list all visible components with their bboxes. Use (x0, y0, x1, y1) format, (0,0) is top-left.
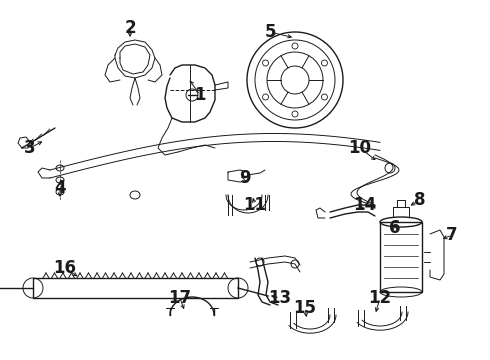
Text: 8: 8 (414, 191, 426, 209)
Bar (33, 278, 238, 298)
Text: 11: 11 (244, 196, 267, 214)
Text: 14: 14 (353, 196, 376, 214)
Text: 7: 7 (446, 226, 458, 244)
Text: 4: 4 (54, 179, 66, 197)
Text: 10: 10 (348, 139, 371, 157)
Text: 6: 6 (389, 219, 401, 237)
Text: 17: 17 (169, 289, 192, 307)
Text: 9: 9 (239, 169, 251, 187)
Text: 5: 5 (264, 23, 276, 41)
Text: 16: 16 (53, 259, 76, 277)
Text: 15: 15 (294, 299, 317, 317)
Text: 12: 12 (368, 289, 392, 307)
Text: 2: 2 (124, 19, 136, 37)
Text: 3: 3 (24, 139, 36, 157)
Bar (380, 222, 422, 292)
Text: 13: 13 (269, 289, 292, 307)
Text: 1: 1 (194, 86, 206, 104)
